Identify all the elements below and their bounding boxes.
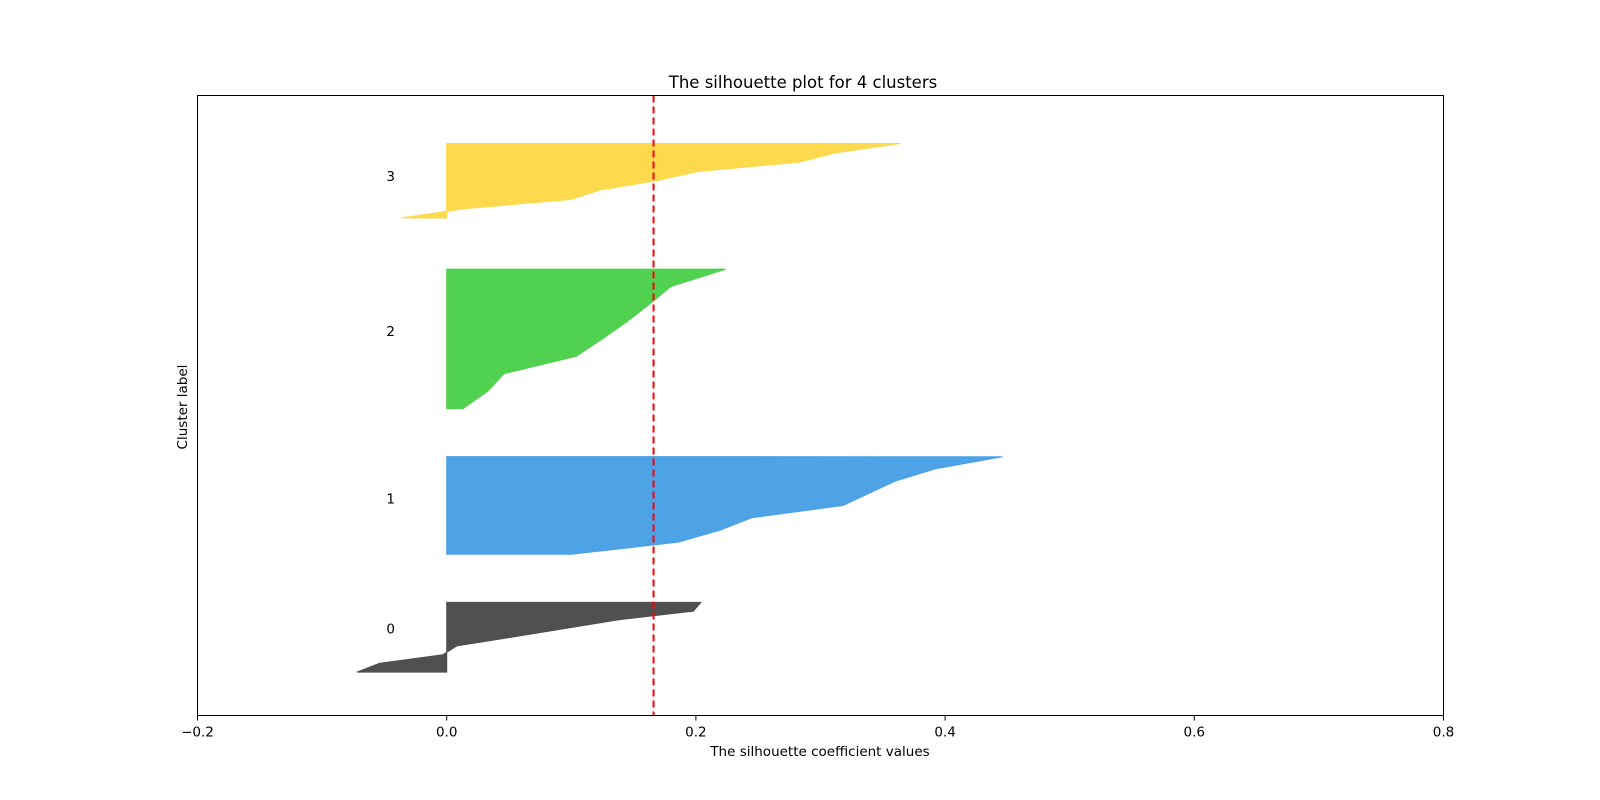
x-tick-label: 0.4	[934, 725, 955, 741]
cluster-label-2: 2	[386, 324, 395, 340]
x-tick-label: 0.8	[1433, 725, 1454, 741]
y-axis-label: Cluster label	[175, 365, 191, 450]
x-axis-label: The silhouette coefficient values	[709, 744, 929, 760]
cluster-label-3: 3	[386, 169, 395, 185]
plot-frame	[197, 95, 1444, 716]
x-tick-label: 0.2	[685, 725, 706, 741]
x-tick-label: −0.2	[181, 725, 214, 741]
silhouette-cluster-1	[446, 456, 1003, 555]
chart-title: The silhouette plot for 4 clusters	[668, 73, 937, 92]
x-tick-label: 0.0	[436, 725, 457, 741]
cluster-label-1: 1	[386, 492, 395, 508]
silhouette-cluster-2	[446, 268, 726, 410]
x-tick-label: 0.6	[1184, 725, 1205, 741]
silhouette-cluster-0	[356, 601, 702, 673]
cluster-label-0: 0	[386, 622, 395, 638]
plot-area: 0 1 2 3	[356, 95, 1003, 716]
silhouette-cluster-3	[401, 143, 901, 219]
x-axis: −0.2 0.0 0.2 0.4 0.6 0.8	[181, 715, 1454, 741]
